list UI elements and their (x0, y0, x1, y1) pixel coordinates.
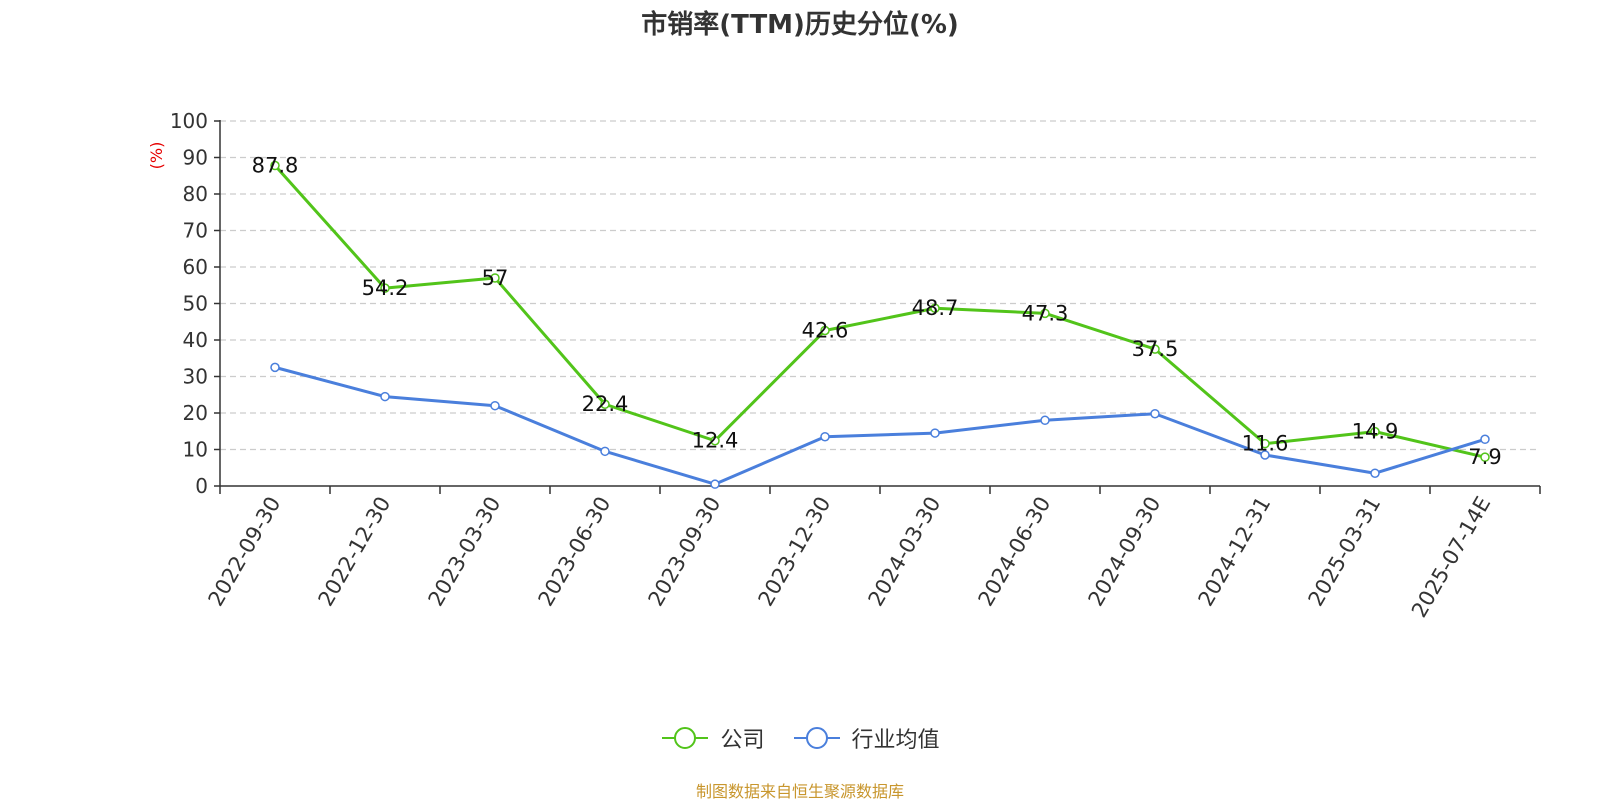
legend-line-marker-icon (662, 727, 709, 749)
y-axis-label: (%) (147, 142, 166, 170)
data-point-marker (1370, 468, 1380, 478)
y-tick-label: 30 (183, 365, 208, 389)
data-point-marker (600, 446, 610, 457)
data-point-marker (1480, 434, 1490, 445)
data-label: 37.5 (1132, 337, 1179, 361)
legend-line-marker-icon (793, 727, 840, 749)
data-point-marker (1260, 438, 1270, 449)
x-tick-label: 2023-06-30 (534, 493, 616, 611)
legend-item-industry-average[interactable]: 行业均值 (792, 722, 940, 754)
data-point-marker (270, 160, 280, 171)
data-point-marker (930, 303, 940, 313)
data-label: 14.9 (1352, 420, 1399, 444)
x-tick-label: 2025-03-31 (1304, 493, 1386, 611)
data-point-marker (600, 399, 610, 409)
data-point-marker (490, 400, 500, 411)
y-tick-label: 60 (183, 255, 208, 279)
x-tick-label: 2024-09-30 (1084, 493, 1166, 611)
x-tick-label: 2023-09-30 (644, 493, 726, 611)
data-point-marker (1260, 450, 1270, 460)
data-point-marker (930, 428, 940, 438)
x-tick-label: 2022-09-30 (204, 493, 286, 611)
data-point-marker (1480, 452, 1490, 462)
x-tick-label: 2023-12-30 (754, 493, 836, 611)
x-tick-label: 2024-03-30 (864, 493, 946, 611)
y-tick-label: 100 (170, 109, 208, 133)
data-point-marker (1370, 426, 1380, 437)
data-label: 12.4 (692, 429, 739, 453)
data-label: 48.7 (912, 296, 959, 320)
data-label: 7.9 (1468, 445, 1501, 469)
data-label: 47.3 (1022, 301, 1069, 325)
y-tick-label: 0 (195, 474, 208, 498)
y-tick-label: 90 (183, 146, 208, 170)
data-point-marker (1040, 308, 1050, 319)
y-tick-label: 10 (183, 438, 208, 462)
x-tick-label: 2025-07-14E (1407, 493, 1495, 622)
data-point-marker (380, 391, 390, 402)
data-label: 42.6 (802, 319, 849, 343)
data-label: 54.2 (362, 276, 409, 300)
chart-legend: 公司 行业均值 (0, 722, 1600, 756)
x-tick-label: 2023-03-30 (424, 493, 506, 611)
data-point-marker (820, 431, 830, 442)
legend-label-company: 公司 (720, 728, 765, 753)
y-tick-label: 70 (183, 219, 208, 243)
y-tick-label: 50 (183, 292, 208, 316)
legend-item-company[interactable]: 公司 (660, 722, 765, 754)
data-label: 22.4 (582, 392, 629, 416)
data-point-marker (1150, 344, 1160, 354)
data-point-marker (1040, 415, 1050, 426)
series-line-0 (273, 164, 1486, 459)
data-label: 57 (482, 266, 509, 290)
data-source-note: 制图数据来自恒生聚源数据库 (695, 782, 904, 801)
data-label: 11.6 (1242, 432, 1289, 456)
line-chart: 0 10 20 30 40 50 60 70 80 90 100(%) 2022-09-30 2022-… (147, 109, 1541, 622)
legend-label-industry-average: 行业均值 (851, 728, 940, 753)
data-point-marker (1150, 408, 1160, 419)
chart-title: 市销率(TTM)历史分位(%) (641, 10, 959, 40)
data-point-marker (380, 283, 390, 293)
x-tick-label: 2022-12-30 (314, 493, 396, 611)
data-point-marker (710, 435, 720, 446)
x-tick-label: 2024-12-31 (1194, 493, 1276, 611)
data-point-marker (710, 479, 720, 489)
y-tick-label: 40 (183, 328, 208, 352)
data-point-marker (490, 273, 500, 283)
data-point-marker (270, 362, 280, 373)
data-point-marker (820, 325, 830, 336)
x-tick-label: 2024-06-30 (974, 493, 1056, 611)
y-tick-label: 80 (183, 182, 208, 206)
data-label: 87.8 (252, 154, 299, 178)
series-line-1 (274, 365, 1486, 486)
y-tick-label: 20 (183, 401, 208, 425)
